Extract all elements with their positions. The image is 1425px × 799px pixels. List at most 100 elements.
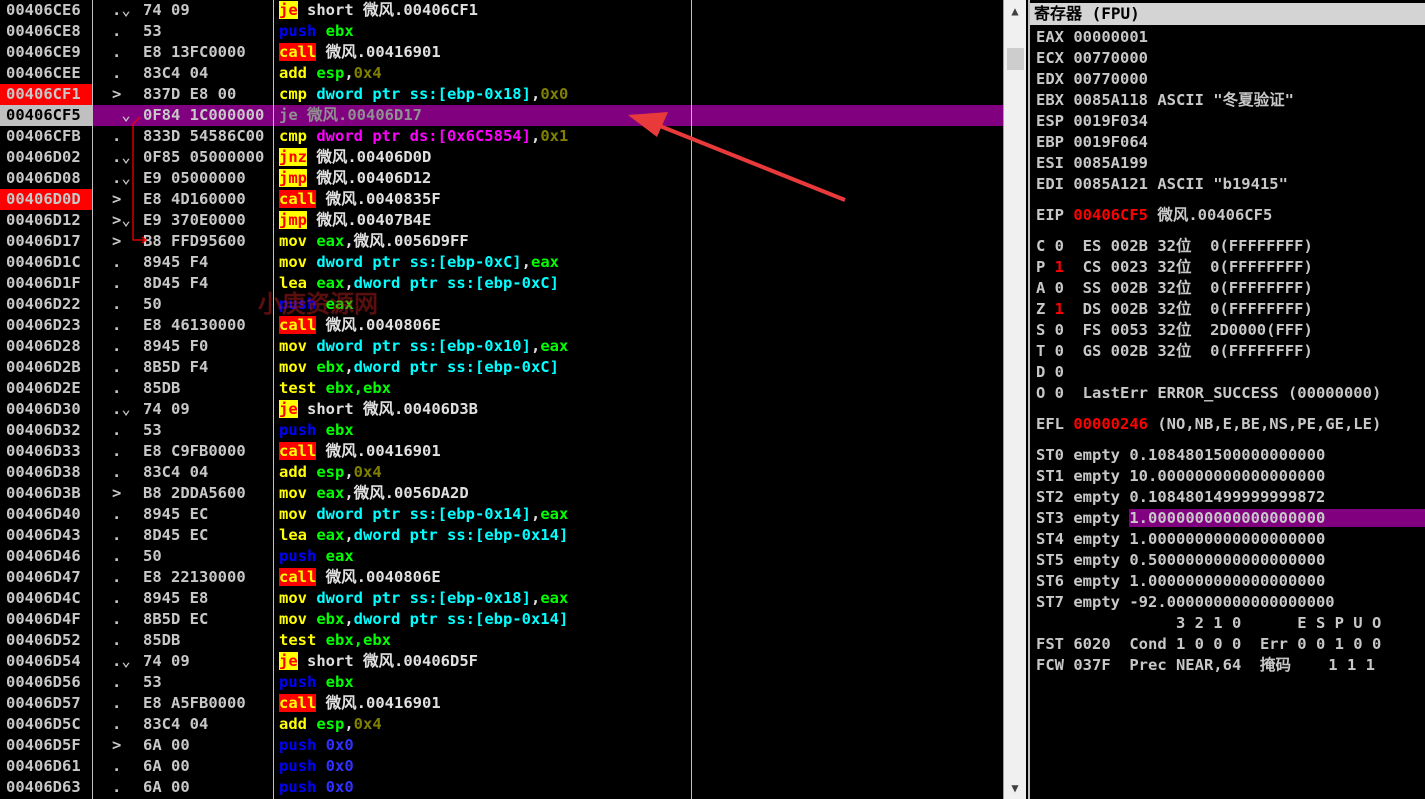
instruction-token: 微风.00416901 [316, 43, 441, 61]
hex-bytes: 837D E8 00 [143, 85, 237, 103]
instruction: je short 微风.00406D3B [279, 399, 689, 420]
disasm-row[interactable]: 00406CE6 .⌄ 74 09 je short 微风.00406CF1 [0, 0, 1003, 21]
disasm-row[interactable]: 00406D33. E8 C9FB0000 call 微风.00416901 [0, 441, 1003, 462]
instruction-token: 0x1 [540, 127, 569, 145]
register-line[interactable]: ST2 empty 0.1084801499999999872 [1030, 487, 1425, 508]
register-line[interactable]: A 0 SS 002B 32位 0(FFFFFFFF) [1030, 278, 1425, 299]
address: 00406D02 [6, 148, 81, 166]
disasm-row[interactable]: 00406D63. 6A 00 push 0x0 [0, 777, 1003, 798]
jump-marker: . [112, 631, 122, 649]
register-line[interactable]: ST7 empty -92.000000000000000000 [1030, 592, 1425, 613]
changed-value: 00000246 [1073, 415, 1148, 433]
register-line[interactable]: P 1 CS 0023 32位 0(FFFFFFFF) [1030, 257, 1425, 278]
disasm-row[interactable]: 00406D4C. 8945 E8 mov dword ptr ss:[ebp-0x… [0, 588, 1003, 609]
instruction-token: 0x0 [325, 778, 354, 796]
disasm-row[interactable]: 00406D02 .⌄ 0F85 05000000 jnz 微风.00406D0D [0, 147, 1003, 168]
register-line[interactable]: EBX 0085A118 ASCII "冬夏验证" [1030, 90, 1425, 111]
register-line[interactable]: Z 1 DS 002B 32位 0(FFFFFFFF) [1030, 299, 1425, 320]
register-line[interactable]: S 0 FS 0053 32位 2D0000(FFF) [1030, 320, 1425, 341]
disasm-row[interactable]: 00406D47. E8 22130000 call 微风.0040806E [0, 567, 1003, 588]
disasm-row[interactable]: 00406D17 > B8 FFD95600 mov eax,微风.0056D9FF [0, 231, 1003, 252]
register-line[interactable]: D 0 [1030, 362, 1425, 383]
disasm-row[interactable]: 00406CFB. 833D 54586C00 cmp dword ptr ds:[… [0, 126, 1003, 147]
register-line[interactable]: EIP 00406CF5 微风.00406CF5 [1030, 205, 1425, 226]
disasm-row[interactable]: 00406D5C. 83C4 04 add esp,0x4 [0, 714, 1003, 735]
instruction-token: call [279, 442, 317, 460]
disasm-row[interactable]: 00406D3B > B8 2DDA5600 mov eax,微风.0056DA2D [0, 483, 1003, 504]
register-line[interactable]: ST3 empty 1.0000000000000000000 [1030, 508, 1425, 529]
disasm-row[interactable]: 00406D46. 50 push eax [0, 546, 1003, 567]
register-line[interactable]: ST5 empty 0.5000000000000000000 [1030, 550, 1425, 571]
disasm-row[interactable]: 00406CEE. 83C4 04 add esp,0x4 [0, 63, 1003, 84]
register-line[interactable]: ST1 empty 10.000000000000000000 [1030, 466, 1425, 487]
address: 00406D2E [6, 379, 81, 397]
disasm-row[interactable]: 00406CE9. E8 13FC0000 call 微风.00416901 [0, 42, 1003, 63]
disasm-row[interactable]: 00406D30 .⌄ 74 09 je short 微风.00406D3B [0, 399, 1003, 420]
disasm-row[interactable]: 00406D23. E8 46130000 call 微风.0040806E [0, 315, 1003, 336]
scroll-thumb[interactable] [1007, 48, 1024, 70]
disasm-row[interactable]: 00406CF1 >837D E8 00 cmp dword ptr ss:[ebp… [0, 84, 1003, 105]
register-line[interactable]: EBP 0019F064 [1030, 132, 1425, 153]
register-line[interactable]: ST6 empty 1.0000000000000000000 [1030, 571, 1425, 592]
instruction: call 微风.00416901 [279, 42, 689, 63]
jump-marker: . [112, 505, 122, 523]
disasm-row[interactable]: 00406D32. 53 push ebx [0, 420, 1003, 441]
disasm-row[interactable]: 00406D0D > E8 4D160000 call 微风.0040835F [0, 189, 1003, 210]
register-line[interactable]: EDI 0085A121 ASCII "b19415" [1030, 174, 1425, 195]
register-line[interactable]: ECX 00770000 [1030, 48, 1425, 69]
vertical-scrollbar[interactable]: ▲ ▼ [1003, 0, 1026, 799]
register-line[interactable]: EDX 00770000 [1030, 69, 1425, 90]
register-line[interactable]: O 0 LastErr ERROR_SUCCESS (00000000) [1030, 383, 1425, 404]
instruction-token: push [279, 778, 326, 796]
disasm-row[interactable]: 00406D54 .⌄ 74 09 je short 微风.00406D5F [0, 651, 1003, 672]
instruction-token: , [344, 463, 354, 481]
disasm-row[interactable]: 00406D40. 8945 EC mov dword ptr ss:[ebp-0x… [0, 504, 1003, 525]
address: 00406D30 [6, 400, 81, 418]
disasm-row[interactable]: 00406D52. 85DB test ebx,ebx [0, 630, 1003, 651]
disasm-row[interactable]: 00406D38. 83C4 04 add esp,0x4 [0, 462, 1003, 483]
disasm-row[interactable]: 00406D43. 8D45 EC lea eax,dword ptr ss:[eb… [0, 525, 1003, 546]
disasm-row[interactable]: 00406D1F. 8D45 F4 lea eax,dword ptr ss:[eb… [0, 273, 1003, 294]
instruction-token: push [279, 547, 326, 565]
scroll-up-icon[interactable]: ▲ [1011, 4, 1019, 18]
hex-bytes: 8D45 F4 [143, 274, 209, 292]
disasm-row[interactable]: 00406D28. 8945 F0 mov dword ptr ss:[ebp-0x… [0, 336, 1003, 357]
instruction: test ebx,ebx [279, 630, 689, 651]
instruction-token: mov [279, 232, 317, 250]
disasm-row[interactable]: 00406CE8. 53 push ebx [0, 21, 1003, 42]
register-line[interactable]: ESP 0019F034 [1030, 111, 1425, 132]
registers-title[interactable]: 寄存器 (FPU) [1030, 3, 1425, 25]
disasm-row[interactable]: 00406D08 .⌄ E9 05000000 jmp 微风.00406D12 [0, 168, 1003, 189]
register-line[interactable]: C 0 ES 002B 32位 0(FFFFFFFF) [1030, 236, 1425, 257]
hex-bytes: 6A 00 [143, 736, 190, 754]
disasm-row[interactable]: 00406CF5 ⌄ 0F84 1C000000 je 微风.00406D17 [0, 105, 1003, 126]
register-line[interactable]: EFL 00000246 (NO,NB,E,BE,NS,PE,GE,LE) [1030, 414, 1425, 435]
disasm-row[interactable]: 00406D2B. 8B5D F4 mov ebx,dword ptr ss:[eb… [0, 357, 1003, 378]
register-text: P [1036, 258, 1055, 276]
hex-bytes: 85DB [143, 379, 181, 397]
disasm-row[interactable]: 00406D12 >⌄ E9 370E0000 jmp 微风.00407B4E [0, 210, 1003, 231]
register-text: ST7 empty -92.000000000000000000 [1036, 593, 1335, 611]
register-line[interactable]: ST0 empty 0.1084801500000000000 [1030, 445, 1425, 466]
disasm-row[interactable]: 00406D22. 50 push eax [0, 294, 1003, 315]
register-line[interactable]: T 0 GS 002B 32位 0(FFFFFFFF) [1030, 341, 1425, 362]
register-line[interactable]: ESI 0085A199 [1030, 153, 1425, 174]
disasm-row[interactable]: 00406D2E. 85DB test ebx,ebx [0, 378, 1003, 399]
disasm-row[interactable]: 00406D57. E8 A5FB0000 call 微风.00416901 [0, 693, 1003, 714]
scroll-down-icon[interactable]: ▼ [1011, 781, 1019, 795]
register-line[interactable]: EAX 00000001 [1030, 27, 1425, 48]
disasm-row[interactable]: 00406D4F. 8B5D EC mov ebx,dword ptr ss:[eb… [0, 609, 1003, 630]
register-line[interactable]: FCW 037F Prec NEAR,64 掩码 1 1 1 [1030, 655, 1425, 676]
disasm-row[interactable]: 00406D1C. 8945 F4 mov dword ptr ss:[ebp-0x… [0, 252, 1003, 273]
disasm-row[interactable]: 00406D56. 53 push ebx [0, 672, 1003, 693]
register-line[interactable]: FST 6020 Cond 1 0 0 0 Err 0 0 1 0 0 [1030, 634, 1425, 655]
register-text: ST5 empty 0.5000000000000000000 [1036, 551, 1326, 569]
register-line[interactable]: ST4 empty 1.0000000000000000000 [1030, 529, 1425, 550]
disasm-row[interactable]: 00406D61. 6A 00 push 0x0 [0, 756, 1003, 777]
jump-marker: > [112, 736, 122, 754]
jump-marker: . [112, 337, 122, 355]
jump-marker: . [112, 715, 122, 733]
registers-pane[interactable]: 寄存器 (FPU) EAX 00000001 ECX 00770000 EDX 00… [1028, 0, 1425, 799]
disasm-row[interactable]: 00406D5F >6A 00 push 0x0 [0, 735, 1003, 756]
register-line[interactable]: 3 2 1 0 E S P U O [1030, 613, 1425, 634]
